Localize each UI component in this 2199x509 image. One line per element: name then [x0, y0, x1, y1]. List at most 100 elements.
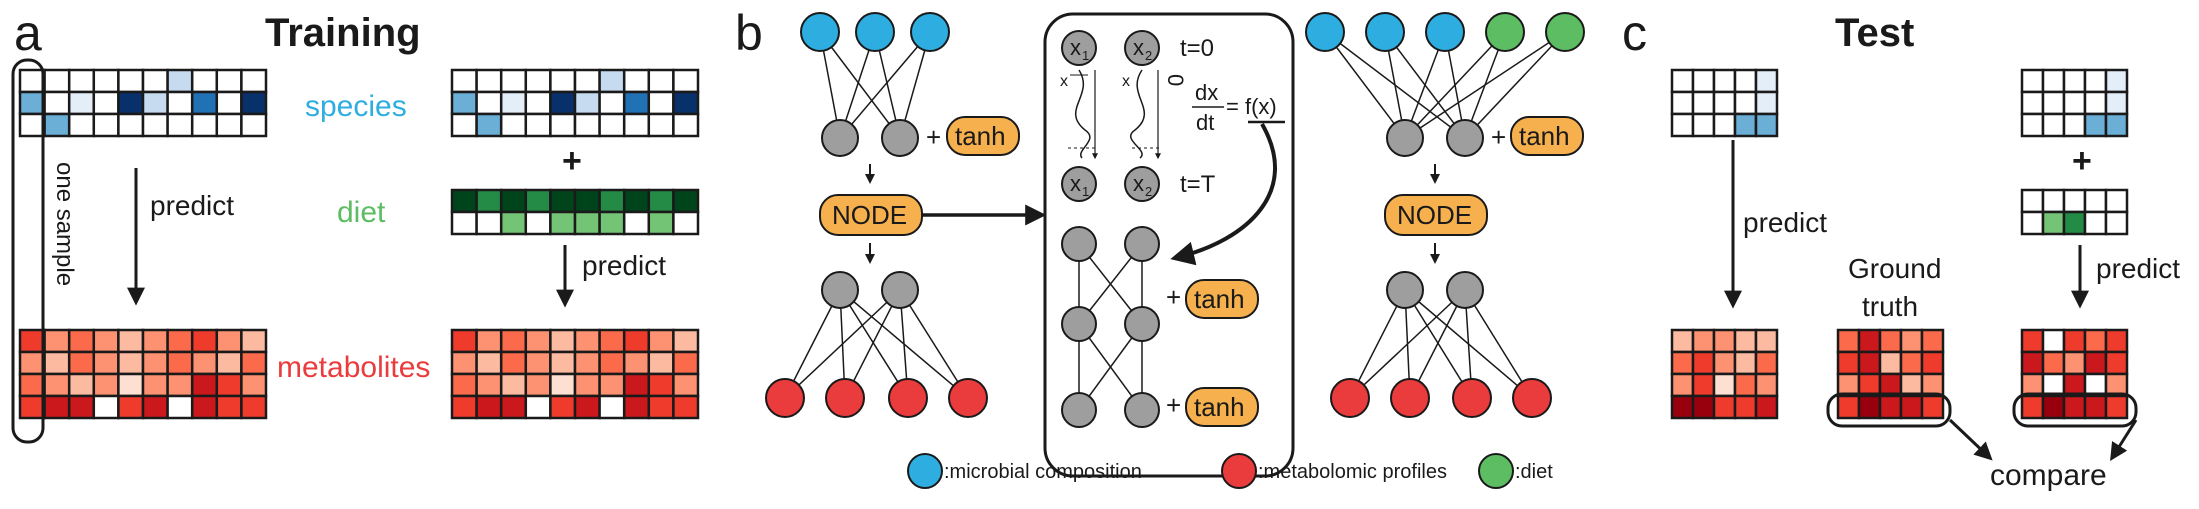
heatmap-cell — [166, 90, 194, 116]
heatmap-cell — [2020, 350, 2045, 376]
heatmap-cell — [117, 328, 145, 354]
heatmap-cell — [672, 112, 700, 138]
heatmap-cell — [43, 90, 71, 116]
microbe-node — [1365, 12, 1405, 52]
heatmap-cell — [1670, 350, 1695, 376]
heatmap-cell — [2062, 350, 2087, 376]
metabolites-heatmap-right — [450, 328, 700, 420]
species-label: species — [305, 90, 407, 123]
heatmap-cell — [1857, 328, 1882, 354]
tanh-label: tanh — [955, 121, 1006, 151]
heatmap-cell — [141, 90, 169, 116]
heatmap-cell — [2083, 90, 2108, 116]
heatmap-cell — [43, 68, 71, 94]
inner-node — [1061, 226, 1097, 262]
heatmap-cell — [67, 90, 96, 116]
x1-label: x — [1070, 35, 1081, 60]
heatmap-cell — [450, 350, 478, 376]
heatmap-cell — [2041, 112, 2066, 138]
heatmap-cell — [2041, 350, 2066, 376]
heatmap-cell — [215, 350, 243, 376]
heatmap-cell — [92, 68, 120, 94]
heatmap-cell — [450, 372, 478, 398]
one-sample-label: one sample — [51, 162, 78, 286]
heatmap-cell — [1899, 394, 1924, 420]
heatmap-cell — [450, 394, 478, 420]
x1-final-label: x — [1070, 171, 1081, 196]
heatmap-cell — [166, 112, 194, 138]
heatmap-cell — [1754, 68, 1779, 94]
heatmap-cell — [524, 394, 552, 420]
heatmap-cell — [240, 372, 268, 398]
heatmap-cell — [598, 350, 626, 376]
inner-node — [1124, 392, 1160, 428]
heatmap-cell — [1878, 350, 1903, 376]
heatmap-cell — [1733, 68, 1758, 94]
node-label-left: NODE — [832, 200, 907, 230]
heatmap-cell — [92, 112, 120, 138]
heatmap-cell — [141, 350, 169, 376]
heatmap-cell — [1670, 112, 1695, 138]
heatmap-cell — [117, 372, 145, 398]
metabolite-node — [825, 378, 865, 418]
diet-node — [1485, 12, 1525, 52]
heatmap-cell — [1733, 328, 1758, 354]
heatmap-cell — [598, 188, 626, 214]
heatmap-cell — [2083, 350, 2108, 376]
heatmap-cell — [92, 372, 120, 398]
heatmap-cell — [240, 394, 268, 420]
heatmap-cell — [672, 210, 700, 236]
heatmap-cell — [475, 394, 503, 420]
legend-metabolomic-label: :metabolomic profiles — [1258, 461, 1447, 483]
heatmap-cell — [573, 350, 601, 376]
heatmap-cell — [2104, 68, 2129, 94]
heatmap-cell — [2020, 328, 2045, 354]
heatmap-cell — [18, 350, 46, 376]
predicted-metabolites-left — [1670, 328, 1779, 420]
heatmap-cell — [1691, 328, 1716, 354]
heatmap-cell — [1754, 350, 1779, 376]
heatmap-cell — [450, 90, 478, 116]
heatmap-cell — [240, 112, 268, 138]
heatmap-cell — [549, 188, 577, 214]
heatmap-cell — [117, 350, 145, 376]
heatmap-cell — [622, 188, 651, 214]
heatmap-cell — [1878, 328, 1903, 354]
heatmap-cell — [1670, 394, 1695, 420]
heatmap-cell — [622, 210, 651, 236]
ground-truth-label-2: truth — [1862, 291, 1918, 322]
plus-sign: + — [926, 122, 941, 152]
compare-label: compare — [1990, 459, 2107, 492]
legend-microbial-swatch — [907, 453, 943, 489]
microbe-node — [1425, 12, 1465, 52]
heatmap-cell — [1899, 350, 1924, 376]
heatmap-cell — [573, 112, 601, 138]
heatmap-cell — [450, 68, 478, 94]
heatmap-cell — [524, 210, 552, 236]
heatmap-cell — [1670, 328, 1695, 354]
heatmap-cell — [190, 394, 219, 420]
heatmap-cell — [190, 328, 219, 354]
heatmap-cell — [573, 210, 601, 236]
heatmap-cell — [524, 328, 552, 354]
x2-final-label: x — [1133, 171, 1144, 196]
heatmap-cell — [1857, 350, 1882, 376]
heatmap-cell — [573, 188, 601, 214]
heatmap-cell — [1712, 372, 1737, 398]
panel-c-letter: c — [1622, 5, 1647, 61]
one-sample-outline — [11, 58, 45, 444]
heatmap-cell — [2062, 68, 2087, 94]
hidden-node — [881, 271, 919, 309]
x2-trajectory — [1130, 69, 1146, 159]
predicted-metabolites-right — [2020, 328, 2129, 420]
metabolite-node — [1452, 378, 1492, 418]
heatmap-cell — [499, 372, 528, 398]
node-detail-box — [1043, 12, 1295, 478]
heatmap-cell — [475, 350, 503, 376]
heatmap-cell — [598, 394, 626, 420]
heatmap-cell — [475, 328, 503, 354]
heatmap-cell — [2062, 188, 2087, 214]
panel-b-letter: b — [735, 5, 763, 61]
heatmap-cell — [2041, 328, 2066, 354]
plus-sign: + — [1166, 390, 1181, 420]
